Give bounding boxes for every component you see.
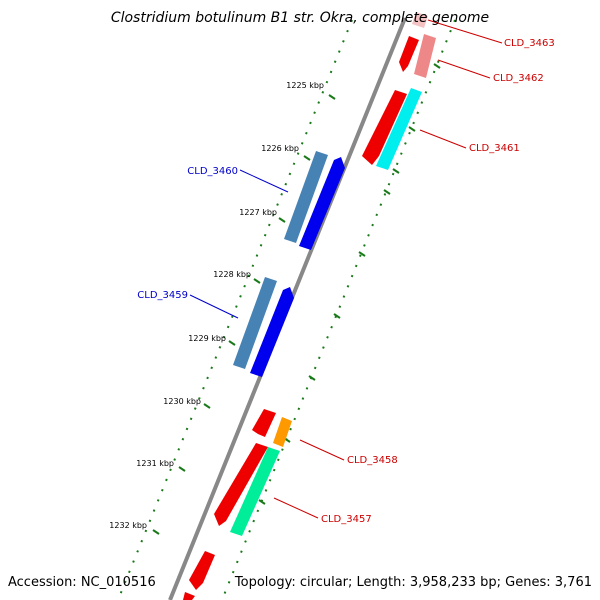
kbp-label: 1225 kbp — [286, 81, 324, 90]
kbp-label: 1226 kbp — [261, 144, 299, 153]
gene-red-long[interactable] — [362, 90, 407, 165]
gene-label-cld-3461[interactable]: CLD_3461 — [469, 143, 520, 154]
label-connectors — [189, 19, 503, 519]
gene-red-3457[interactable] — [214, 443, 268, 526]
kbp-label: 1228 kbp — [213, 270, 251, 279]
gene-red-top[interactable] — [399, 36, 419, 72]
kbp-label: 1231 kbp — [136, 459, 174, 468]
kbp-label: 1232 kbp — [109, 521, 147, 530]
gene-cld-3459-a[interactable] — [233, 277, 277, 369]
gene-cld-3462[interactable] — [414, 34, 436, 78]
map-title: Clostridium botulinum B1 str. Okra, comp… — [111, 10, 489, 26]
gene-label-cld-3462[interactable]: CLD_3462 — [493, 73, 544, 84]
gene-label-cld-3463[interactable]: CLD_3463 — [504, 38, 555, 49]
genome-summary-text: Topology: circular; Length: 3,958,233 bp… — [234, 575, 592, 590]
kbp-major-ticks — [152, 94, 336, 535]
kbp-label: 1230 kbp — [163, 397, 201, 406]
gene-label-cld-3457[interactable]: CLD_3457 — [321, 514, 372, 525]
kbp-label: 1229 kbp — [188, 334, 226, 343]
gene-cld-3461[interactable] — [376, 88, 422, 170]
gene-red-bottom-1[interactable] — [189, 551, 215, 590]
gene-label-cld-3458[interactable]: CLD_3458 — [347, 455, 398, 466]
gene-red-bottom-2[interactable] — [183, 592, 195, 600]
gene-cld-3460-b[interactable] — [299, 157, 345, 250]
kbp-label: 1227 kbp — [239, 208, 277, 217]
gene-cld-3457[interactable] — [230, 447, 280, 536]
gene-cld-3460-a[interactable] — [284, 151, 328, 243]
gene-label-cld-3459[interactable]: CLD_3459 — [137, 290, 188, 301]
accession-text: Accession: NC_010516 — [8, 575, 156, 590]
outer-track-marks — [258, 63, 441, 505]
gene-cld-3463[interactable] — [412, 12, 428, 28]
gene-label-cld-3460[interactable]: CLD_3460 — [187, 166, 238, 177]
inner-tick-track — [117, 19, 353, 600]
gene-red-3458[interactable] — [252, 409, 276, 437]
gene-cld-3459-b[interactable] — [250, 287, 294, 377]
gene-cld-3458[interactable] — [273, 417, 292, 447]
